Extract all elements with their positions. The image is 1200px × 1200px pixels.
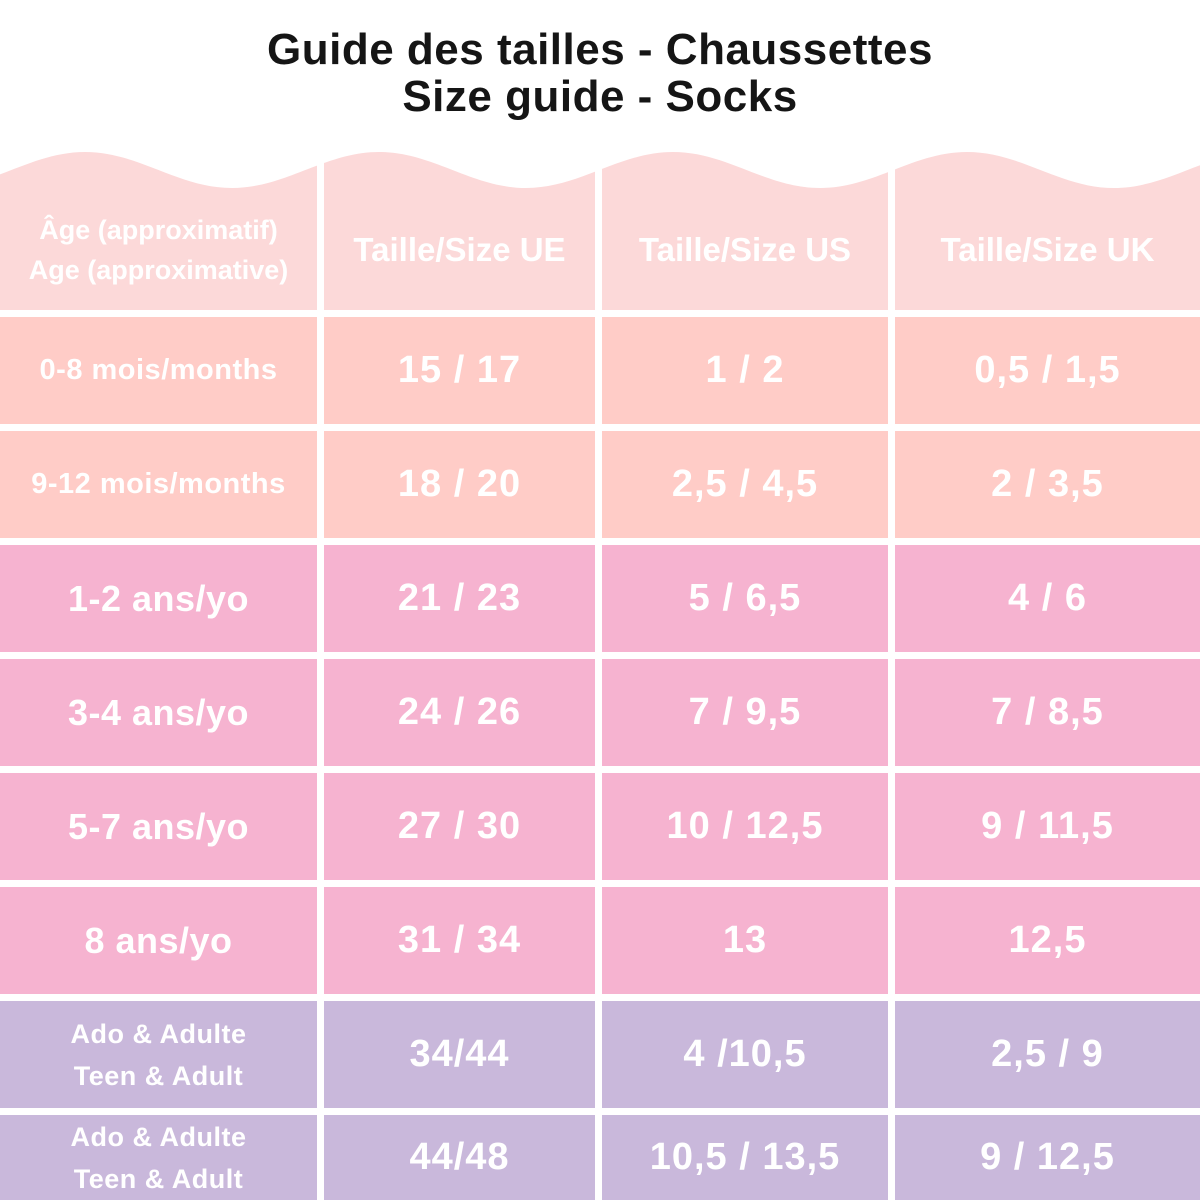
age-cell: 5-7 ans/yo bbox=[0, 773, 317, 880]
age-label-line2: Teen & Adult bbox=[73, 1060, 244, 1091]
size-us-cell: 7 / 9,5 bbox=[602, 659, 888, 766]
age-cell: 9-12 mois/months bbox=[0, 431, 317, 538]
age-label: 5-7 ans/yo bbox=[67, 805, 250, 847]
age-cell: 0-8 mois/months bbox=[0, 317, 317, 424]
page-title-english: Size guide - Socks bbox=[402, 72, 798, 121]
size-ue-cell: 21 / 23 bbox=[324, 545, 595, 652]
age-label-line2: Teen & Adult bbox=[73, 1163, 244, 1194]
page-title: Guide des tailles - Chaussettes Size gui… bbox=[0, 26, 1200, 120]
age-label: 9-12 mois/months bbox=[31, 468, 286, 500]
size-ue-cell: 44/48 bbox=[324, 1115, 595, 1200]
age-cell: 1-2 ans/yo bbox=[0, 545, 317, 652]
table-row: 9-12 mois/months 18 / 20 2,5 / 4,5 2 / 3… bbox=[0, 431, 1200, 538]
age-cell: Ado & Adulte Teen & Adult bbox=[0, 1001, 317, 1108]
table-row: 1-2 ans/yo 21 / 23 5 / 6,5 4 / 6 bbox=[0, 545, 1200, 652]
age-cell: 3-4 ans/yo bbox=[0, 659, 317, 766]
table-row: Ado & Adulte Teen & Adult 44/48 10,5 / 1… bbox=[0, 1115, 1200, 1200]
size-ue-cell: 24 / 26 bbox=[324, 659, 595, 766]
table-header: Âge (approximatif) Age (approximative) T… bbox=[0, 150, 1200, 310]
size-us-cell: 4 /10,5 bbox=[602, 1001, 888, 1108]
size-ue-cell: 15 / 17 bbox=[324, 317, 595, 424]
header-age-french: Âge (approximatif) bbox=[39, 215, 278, 245]
page-title-french: Guide des tailles - Chaussettes bbox=[267, 25, 933, 74]
size-us-cell: 13 bbox=[602, 887, 888, 994]
size-us-cell: 1 / 2 bbox=[602, 317, 888, 424]
size-uk-cell: 0,5 / 1,5 bbox=[895, 317, 1200, 424]
size-ue-cell: 27 / 30 bbox=[324, 773, 595, 880]
age-label: 8 ans/yo bbox=[84, 919, 233, 961]
size-uk-cell: 7 / 8,5 bbox=[895, 659, 1200, 766]
size-uk-cell: 2,5 / 9 bbox=[895, 1001, 1200, 1108]
age-label: Ado & Adulte bbox=[70, 1018, 247, 1049]
table-row: Ado & Adulte Teen & Adult 34/44 4 /10,5 … bbox=[0, 1001, 1200, 1108]
size-us-cell: 10 / 12,5 bbox=[602, 773, 888, 880]
size-table-body: 0-8 mois/months 15 / 17 1 / 2 0,5 / 1,5 … bbox=[0, 317, 1200, 1200]
size-us-cell: 5 / 6,5 bbox=[602, 545, 888, 652]
size-us-cell: 10,5 / 13,5 bbox=[602, 1115, 888, 1200]
age-label: Ado & Adulte bbox=[70, 1121, 247, 1152]
size-uk-cell: 12,5 bbox=[895, 887, 1200, 994]
size-ue-cell: 34/44 bbox=[324, 1001, 595, 1108]
size-uk-cell: 9 / 12,5 bbox=[895, 1115, 1200, 1200]
age-label: 3-4 ans/yo bbox=[67, 691, 250, 733]
size-us-cell: 2,5 / 4,5 bbox=[602, 431, 888, 538]
table-row: 8 ans/yo 31 / 34 13 12,5 bbox=[0, 887, 1200, 994]
header-size-uk-cell: Taille/Size UK bbox=[940, 231, 1155, 268]
header-age-english: Age (approximative) bbox=[28, 255, 289, 285]
table-row: 5-7 ans/yo 27 / 30 10 / 12,5 9 / 11,5 bbox=[0, 773, 1200, 880]
header-age-cell: Âge (approximatif) Age (approximative) bbox=[0, 190, 317, 310]
size-uk-cell: 4 / 6 bbox=[895, 545, 1200, 652]
age-cell: Ado & Adulte Teen & Adult bbox=[0, 1115, 317, 1200]
table-row: 0-8 mois/months 15 / 17 1 / 2 0,5 / 1,5 bbox=[0, 317, 1200, 424]
size-ue-cell: 31 / 34 bbox=[324, 887, 595, 994]
header-size-ue-cell: Taille/Size UE bbox=[353, 231, 566, 268]
size-uk-cell: 2 / 3,5 bbox=[895, 431, 1200, 538]
size-uk-cell: 9 / 11,5 bbox=[895, 773, 1200, 880]
table-row: 3-4 ans/yo 24 / 26 7 / 9,5 7 / 8,5 bbox=[0, 659, 1200, 766]
header-size-us-cell: Taille/Size US bbox=[638, 231, 852, 268]
age-label: 0-8 mois/months bbox=[39, 354, 278, 386]
wave-header-background bbox=[0, 150, 1200, 310]
age-cell: 8 ans/yo bbox=[0, 887, 317, 994]
age-label: 1-2 ans/yo bbox=[67, 577, 250, 619]
size-ue-cell: 18 / 20 bbox=[324, 431, 595, 538]
